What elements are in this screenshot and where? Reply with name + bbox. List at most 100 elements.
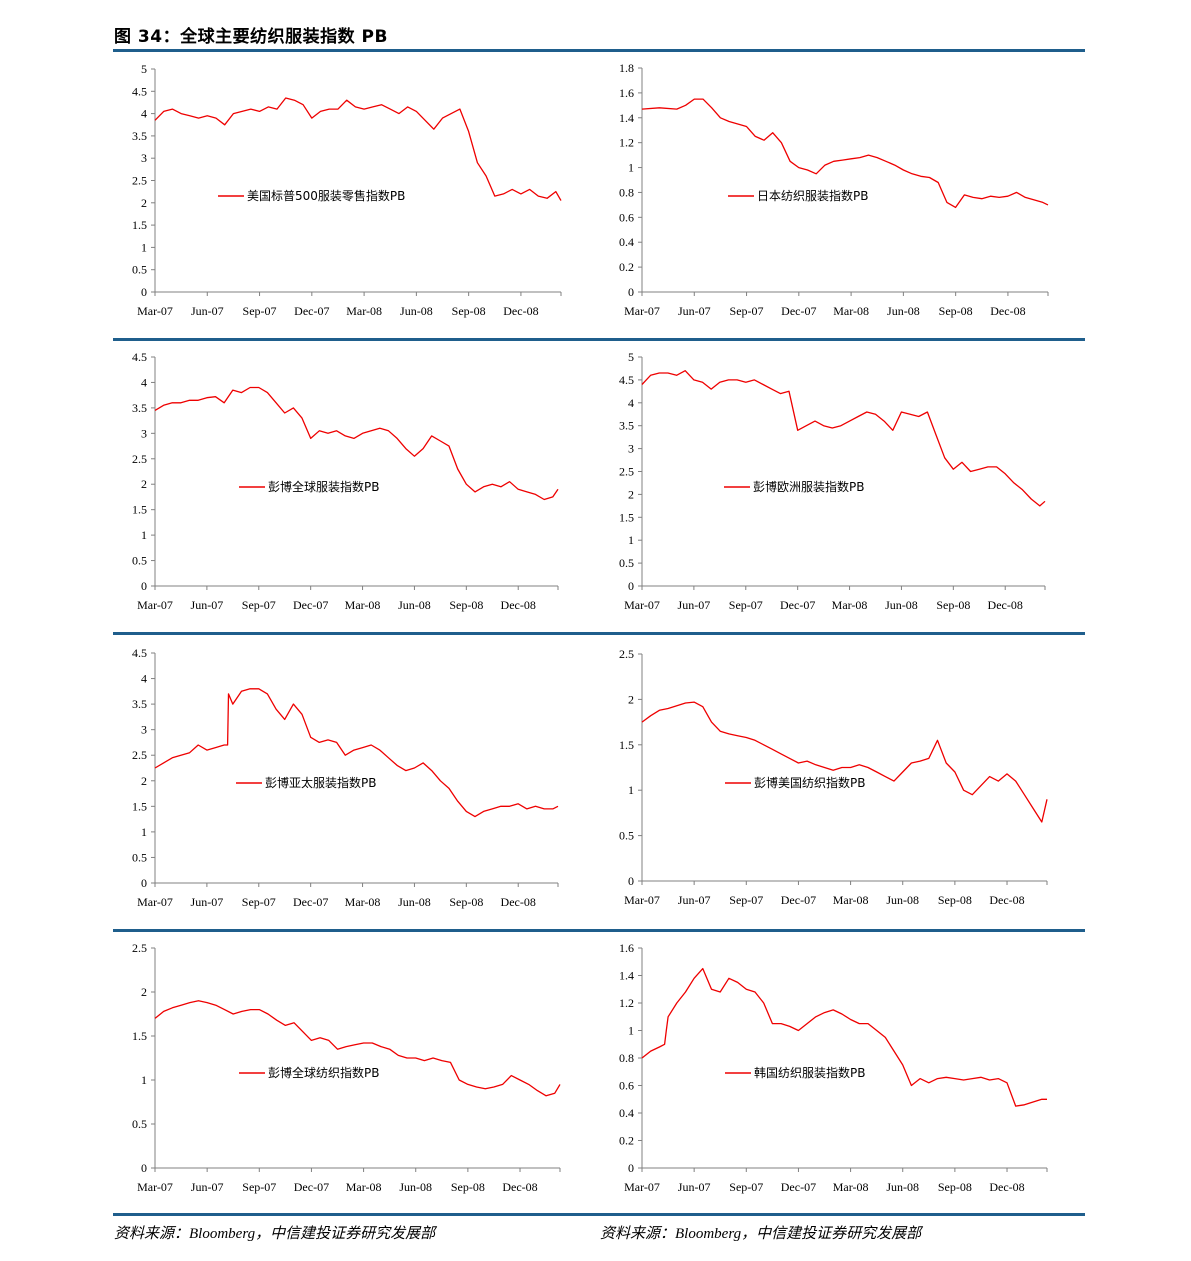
y-tick-label: 4 [628, 396, 634, 410]
series-line [154, 386, 559, 501]
divider-rule [113, 929, 1085, 932]
x-tick-label: Dec-08 [989, 893, 1024, 907]
chart-bloomberg-europe-apparel-pb: 0 0.5 1 1.5 2 2.5 3 3.5 4 4.5 5 Mar-07 Jun-07 Sep-07 D… [600, 350, 1060, 620]
y-tick-label: 0 [141, 579, 147, 593]
y-tick-label: 2 [628, 692, 634, 706]
series-line [154, 1000, 561, 1097]
y-tick-label: 2.5 [132, 452, 147, 466]
x-tick-label: Sep-08 [939, 304, 973, 318]
y-tick-label: 1.5 [132, 799, 147, 813]
y-tick-label: 0.5 [132, 1117, 147, 1131]
x-tick-label: Sep-08 [452, 304, 486, 318]
x-tick-label: Mar-07 [137, 895, 173, 909]
series-line [641, 370, 1046, 507]
y-tick-label: 3 [141, 151, 147, 165]
y-tick-label: 1.5 [132, 1029, 147, 1043]
y-tick-label: 3 [628, 442, 634, 456]
y-tick-label: 3.5 [619, 419, 634, 433]
x-tick-label: Jun-08 [398, 598, 431, 612]
x-tick-label: Jun-08 [398, 895, 431, 909]
y-tick-label: 1 [141, 825, 147, 839]
series-line [641, 701, 1048, 823]
legend-label: 彭博全球服装指数PB [268, 479, 379, 494]
y-tick-label: 0.4 [619, 1106, 634, 1120]
y-tick-label: 1.2 [619, 136, 634, 150]
x-tick-label: Jun-07 [191, 895, 224, 909]
chart-svg: 0 0.2 0.4 0.6 0.8 1 1.2 1.4 1.6 Mar-07 Jun-07 Sep-0… [619, 941, 1048, 1194]
y-tick-label: 0.2 [619, 260, 634, 274]
x-tick-label: Jun-07 [191, 1180, 224, 1194]
figure-title: 图 34：全球主要纺织服装指数 PB [114, 27, 388, 47]
x-tick-label: Dec-08 [501, 598, 536, 612]
x-tick-label: Mar-07 [624, 304, 660, 318]
y-tick-label: 2 [141, 985, 147, 999]
y-tick-label: 1.8 [619, 61, 634, 75]
y-tick-label: 1.6 [619, 941, 634, 955]
x-tick-label: Sep-08 [938, 893, 972, 907]
x-tick-label: Jun-07 [678, 893, 711, 907]
x-tick-label: Dec-07 [781, 893, 816, 907]
chart-svg: 0 0.5 1 1.5 2 2.5 3 3.5 4 4.5 Mar-07 Jun-07 Sep-07 De… [132, 646, 559, 909]
y-tick-label: 1 [628, 783, 634, 797]
y-tick-label: 0.5 [132, 554, 147, 568]
y-tick-label: 4.5 [132, 84, 147, 98]
y-tick-label: 1 [141, 528, 147, 542]
y-tick-label: 1.6 [619, 86, 634, 100]
x-tick-label: Jun-08 [399, 1180, 432, 1194]
chart-bloomberg-asia-pacific-apparel-pb: 0 0.5 1 1.5 2 2.5 3 3.5 4 4.5 Mar-07 Jun-07 Sep-07 De… [113, 646, 573, 916]
chart-svg: 0 0.5 1 1.5 2 2.5 Mar-07 Jun-07 Sep-07 Dec-07 Mar-… [132, 941, 561, 1194]
y-tick-label: 1.4 [619, 969, 634, 983]
y-tick-label: 0.5 [619, 556, 634, 570]
y-tick-label: 1.4 [619, 111, 634, 125]
y-tick-label: 1 [628, 533, 634, 547]
x-tick-label: Dec-08 [990, 304, 1025, 318]
x-tick-label: Jun-07 [678, 1180, 711, 1194]
x-tick-label: Dec-07 [780, 598, 815, 612]
x-tick-label: Dec-08 [503, 304, 538, 318]
x-tick-label: Mar-07 [137, 1180, 173, 1194]
y-tick-label: 0 [628, 1161, 634, 1175]
x-tick-label: Jun-08 [885, 598, 918, 612]
x-tick-label: Jun-07 [678, 304, 711, 318]
chart-bloomberg-global-textile-pb: 0 0.5 1 1.5 2 2.5 Mar-07 Jun-07 Sep-07 Dec-07 Mar-… [113, 940, 573, 1210]
x-tick-label: Dec-07 [781, 1180, 816, 1194]
y-tick-label: 4.5 [132, 350, 147, 364]
x-tick-label: Sep-07 [729, 598, 763, 612]
x-tick-label: Jun-07 [678, 598, 711, 612]
x-tick-label: Mar-07 [624, 598, 660, 612]
y-tick-label: 0.2 [619, 1134, 634, 1148]
chart-japan-textile-apparel-pb: 0 0.2 0.4 0.6 0.8 1 1.2 1.4 1.6 1.8 Mar-07 Jun-07 Se… [600, 60, 1060, 330]
y-tick-label: 1.5 [619, 510, 634, 524]
y-tick-label: 1.5 [619, 738, 634, 752]
y-tick-label: 1.2 [619, 996, 634, 1010]
divider-rule [113, 632, 1085, 635]
y-tick-label: 0.8 [619, 1051, 634, 1065]
y-tick-label: 3 [141, 426, 147, 440]
chart-korea-textile-apparel-pb: 0 0.2 0.4 0.6 0.8 1 1.2 1.4 1.6 Mar-07 Jun-07 Sep-0… [600, 940, 1060, 1210]
x-tick-label: Dec-08 [502, 1180, 537, 1194]
y-tick-label: 2.5 [132, 941, 147, 955]
x-tick-label: Sep-08 [449, 895, 483, 909]
legend-label: 日本纺织服装指数PB [757, 188, 868, 203]
y-tick-label: 3.5 [132, 697, 147, 711]
x-tick-label: Mar-08 [833, 893, 869, 907]
x-tick-label: Mar-07 [624, 1180, 660, 1194]
y-tick-label: 1 [141, 240, 147, 254]
legend-label: 韩国纺织服装指数PB [754, 1065, 865, 1080]
chart-svg: 0 0.5 1 1.5 2 2.5 3 3.5 4 4.5 5 Mar-07 Jun-07 Sep-07 D… [132, 62, 562, 318]
divider-rule [113, 338, 1085, 341]
source-note-left: 资料来源：Bloomberg，中信建投证券研究发展部 [114, 1226, 436, 1242]
y-tick-label: 3.5 [132, 401, 147, 415]
x-tick-label: Dec-07 [293, 598, 328, 612]
y-tick-label: 5 [141, 62, 147, 76]
x-tick-label: Dec-08 [988, 598, 1023, 612]
chart-bloomberg-us-textile-pb: 0 0.5 1 1.5 2 2.5 Mar-07 Jun-07 Sep-07 Dec-07 Mar-… [600, 646, 1060, 916]
y-tick-label: 3.5 [132, 129, 147, 143]
chart-svg: 0 0.5 1 1.5 2 2.5 Mar-07 Jun-07 Sep-07 Dec-07 Mar-… [619, 647, 1048, 907]
x-tick-label: Mar-07 [137, 304, 173, 318]
y-tick-label: 2 [628, 487, 634, 501]
y-tick-label: 0 [141, 876, 147, 890]
x-tick-label: Sep-07 [729, 893, 763, 907]
series-line [641, 98, 1049, 209]
y-tick-label: 0.6 [619, 1079, 634, 1093]
